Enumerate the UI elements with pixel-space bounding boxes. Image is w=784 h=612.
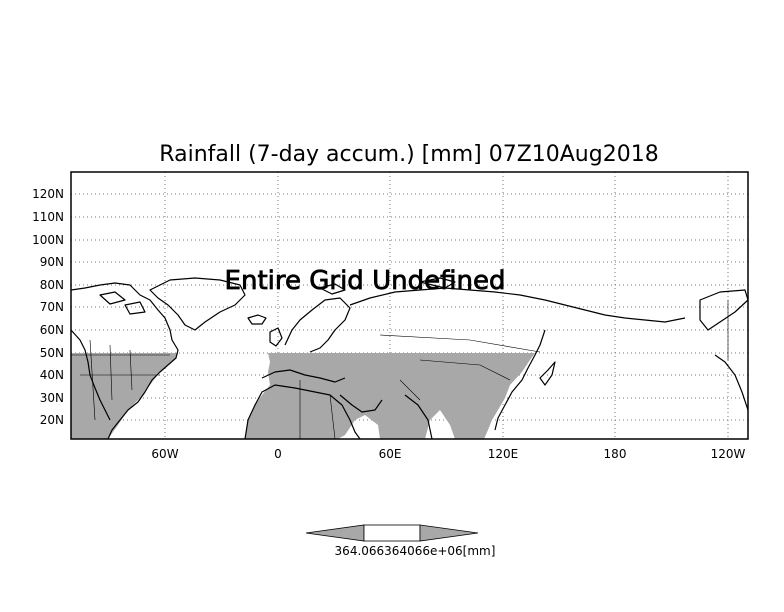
lon-label: 60E bbox=[379, 447, 402, 461]
coastlines bbox=[71, 277, 748, 439]
lon-label: 60W bbox=[151, 447, 178, 461]
plot-frame bbox=[70, 171, 749, 440]
lat-label: 100N bbox=[32, 233, 64, 247]
map-title: Rainfall (7-day accum.) [mm] 07Z10Aug201… bbox=[159, 142, 658, 167]
lon-label: 120E bbox=[488, 447, 519, 461]
lon-label: 0 bbox=[274, 447, 282, 461]
lat-label: 120N bbox=[32, 187, 64, 201]
lat-label: 20N bbox=[40, 413, 64, 427]
lon-gridlines bbox=[164, 172, 729, 439]
lat-label: 50N bbox=[40, 346, 64, 360]
shaded-region bbox=[71, 353, 535, 439]
colorbar-center-box bbox=[363, 524, 421, 542]
lat-label: 60N bbox=[40, 323, 64, 337]
lat-label: 80N bbox=[40, 278, 64, 292]
lat-label: 90N bbox=[40, 255, 64, 269]
colorbar-right-arrow bbox=[419, 524, 479, 542]
colorbar-left-arrow bbox=[305, 524, 365, 542]
lat-label: 30N bbox=[40, 391, 64, 405]
lon-tick-labels: 60W 0 60E 120E 180 120W bbox=[151, 447, 745, 461]
lat-label: 40N bbox=[40, 368, 64, 382]
borders bbox=[71, 300, 729, 439]
lon-label: 180 bbox=[604, 447, 627, 461]
lat-label: 110N bbox=[32, 210, 64, 224]
colorbar-label: 364.066364066e+06[mm] bbox=[335, 544, 496, 558]
lat-tick-labels: 120N 110N 100N 90N 80N 70N 60N 50N 40N 3… bbox=[32, 187, 64, 427]
lat-gridlines bbox=[71, 193, 748, 421]
lat-label: 70N bbox=[40, 300, 64, 314]
lon-label: 120W bbox=[711, 447, 746, 461]
map-layer: Entire Grid Undefined bbox=[71, 172, 748, 439]
undefined-grid-message: Entire Grid Undefined bbox=[225, 266, 506, 296]
colorbar: 364.066364066e+06[mm] bbox=[305, 524, 496, 558]
